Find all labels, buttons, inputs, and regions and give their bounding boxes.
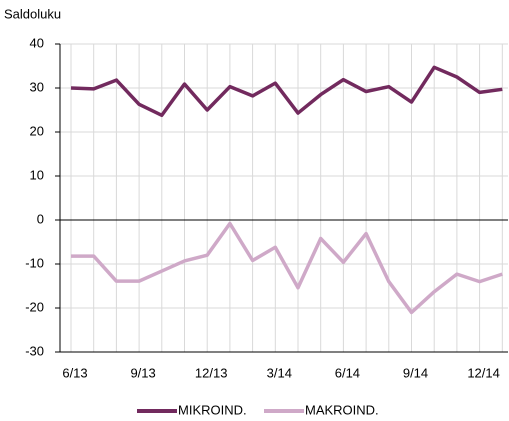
y-tick-label: 30 [30,79,44,94]
y-tick-label: 0 [37,211,44,226]
x-tick-label: 9/13 [130,365,155,380]
y-tick-label: 20 [30,123,44,138]
y-tick-label: -10 [25,255,44,270]
x-tick-label: 12/14 [467,365,500,380]
y-tick-label: -30 [25,343,44,358]
y-tick-label: -20 [25,299,44,314]
y-tick-label: 40 [30,35,44,50]
y-axis-label: Saldoluku [4,6,61,21]
y-tick-label: 10 [30,167,44,182]
x-tick-label: 3/14 [267,365,292,380]
legend-label: MIKROIND. [178,402,247,417]
x-tick-label: 9/14 [403,365,428,380]
line-series [70,65,503,118]
legend-label: MAKROIND. [305,402,379,417]
x-tick-label: 6/14 [335,365,360,380]
x-tick-label: 12/13 [195,365,228,380]
line-series [71,221,503,315]
x-tick-label: 6/13 [62,365,87,380]
